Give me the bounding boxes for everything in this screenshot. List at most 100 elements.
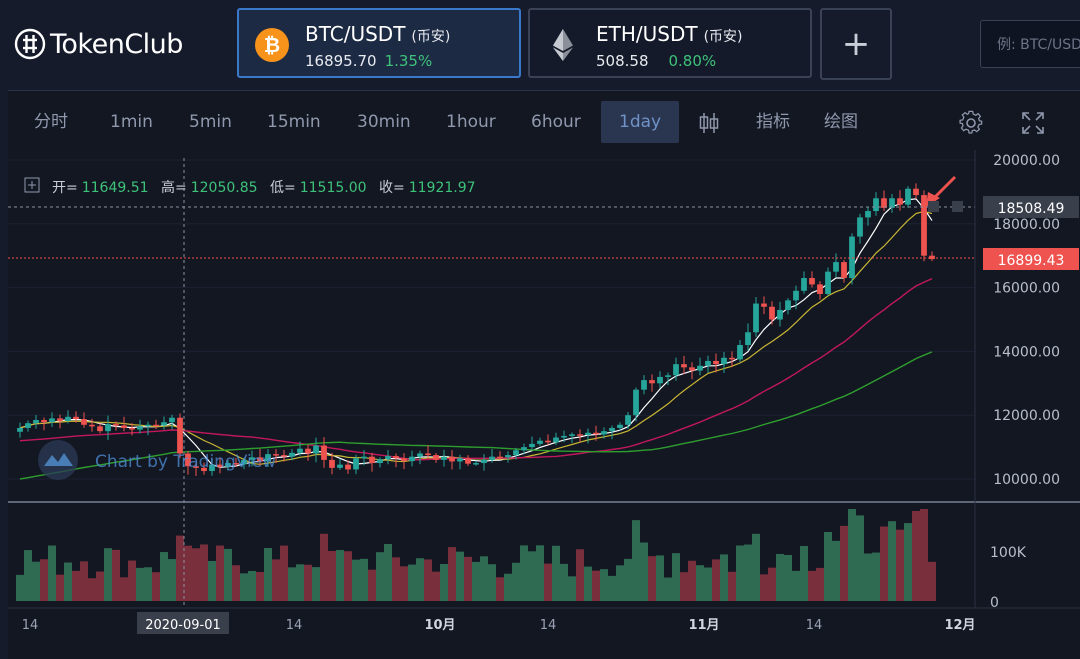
legend-hide-icon [928,201,939,212]
candle-style-icon[interactable] [696,110,722,136]
drawing-tools-button[interactable]: 绘图 [824,112,858,132]
chart-toolbar: 分时 1min 5min 15min 30min 1hour 6hour 1da… [8,101,1080,143]
volume-bar [816,567,824,601]
volume-bar [352,559,360,601]
volume-bar [288,567,296,601]
volume-bar [560,563,568,601]
tokenclub-logo-icon [14,28,46,60]
volume-bar [704,567,712,601]
volume-bar [664,577,672,601]
candle-body [673,364,679,376]
pair-search-input[interactable]: 例: BTC/USD [980,20,1080,68]
volume-bar [152,572,160,601]
volume-bar [392,557,400,601]
candle-body [705,360,711,366]
add-pair-button[interactable]: + [820,8,892,80]
fullscreen-icon[interactable] [1020,110,1046,136]
candle-body [849,236,855,279]
volume-tick-label: 100K [990,545,1027,561]
volume-bar [632,520,640,601]
candle-body [513,450,519,456]
candle-body [353,458,359,470]
interval-30min[interactable]: 30min [357,112,411,132]
legend-controls[interactable] [928,201,963,212]
candle-body [361,456,367,459]
interval-timeline[interactable]: 分时 [34,112,68,132]
volume-bar [328,550,336,601]
candle-body [265,454,271,462]
candle-body [761,303,767,307]
logo-text: TokenClub [50,28,183,60]
volume-bar [48,545,56,601]
interval-6hour[interactable]: 6hour [531,112,581,132]
volume-bar [512,562,520,601]
volume-bar [600,569,608,601]
volume-bar [536,545,544,601]
volume-bar [200,544,208,601]
interval-1hour[interactable]: 1hour [446,112,496,132]
volume-bar [112,549,120,601]
candle-body [233,463,239,465]
candle-body [385,456,391,460]
volume-bar [368,569,376,601]
pair-card-eth[interactable]: ETH/USDT (币安) 508.58 0.80% [528,8,812,78]
interval-5min[interactable]: 5min [189,112,232,132]
interval-1min[interactable]: 1min [110,112,153,132]
candle-body [681,364,687,368]
interval-1day[interactable]: 1day [601,101,680,143]
volume-bar [232,565,240,601]
interval-15min[interactable]: 15min [267,112,321,132]
y-tick-label: 16000.00 [993,281,1060,297]
candle-body [617,424,623,428]
candle-body [665,375,671,377]
volume-bar [240,573,248,601]
candle-body [625,415,631,425]
volume-bar [376,552,384,601]
candle-body [113,424,119,426]
volume-bar [456,551,464,601]
volume-bar [208,560,216,601]
volume-bar [104,548,112,601]
candle-body [121,425,127,428]
volume-bar [768,567,776,601]
volume-bar [160,552,168,601]
candle-body [425,453,431,456]
volume-axis: 100K 0 [990,545,1027,611]
candle-body [729,357,735,360]
bitcoin-icon: ₿ [255,28,289,62]
candle-body [441,456,447,460]
candle-body [913,188,919,196]
candle-body [905,188,911,205]
volume-bar [784,554,792,601]
candle-body [569,434,575,436]
app-logo[interactable]: TokenClub [14,26,183,62]
candle-body [433,455,439,460]
indicators-button[interactable]: 指标 [756,112,790,132]
candle-body [97,426,103,432]
candle-body [145,424,151,427]
volume-bar [272,559,280,601]
candle-body [817,284,823,294]
x-tick-label: 11月 [688,618,719,633]
watermark-text: Chart by TradingView [95,452,276,472]
x-tick-label: 14 [286,618,303,633]
top-bar: TokenClub ₿ BTC/USDT (币安) 16895.70 1.35% E… [0,0,1080,88]
pair-change: 1.35% [384,52,433,70]
settings-gear-icon[interactable] [958,110,984,136]
candle-body [81,419,87,425]
volume-bar [64,562,72,601]
volume-bar [320,533,328,601]
volume-bar [736,545,744,601]
candle-body [225,463,231,467]
volume-bar [848,509,856,601]
pair-card-btc[interactable]: ₿ BTC/USDT (币安) 16895.70 1.35% [237,8,521,78]
price-label-last: 18508.49 [983,196,1079,218]
volume-bar [688,560,696,601]
volume-bar [416,558,424,601]
pair-exchange: (币安) [703,29,743,45]
candle-body [713,360,719,365]
ma-line-10 [19,210,933,465]
volume-bar [696,565,704,601]
candle-body [409,456,415,462]
